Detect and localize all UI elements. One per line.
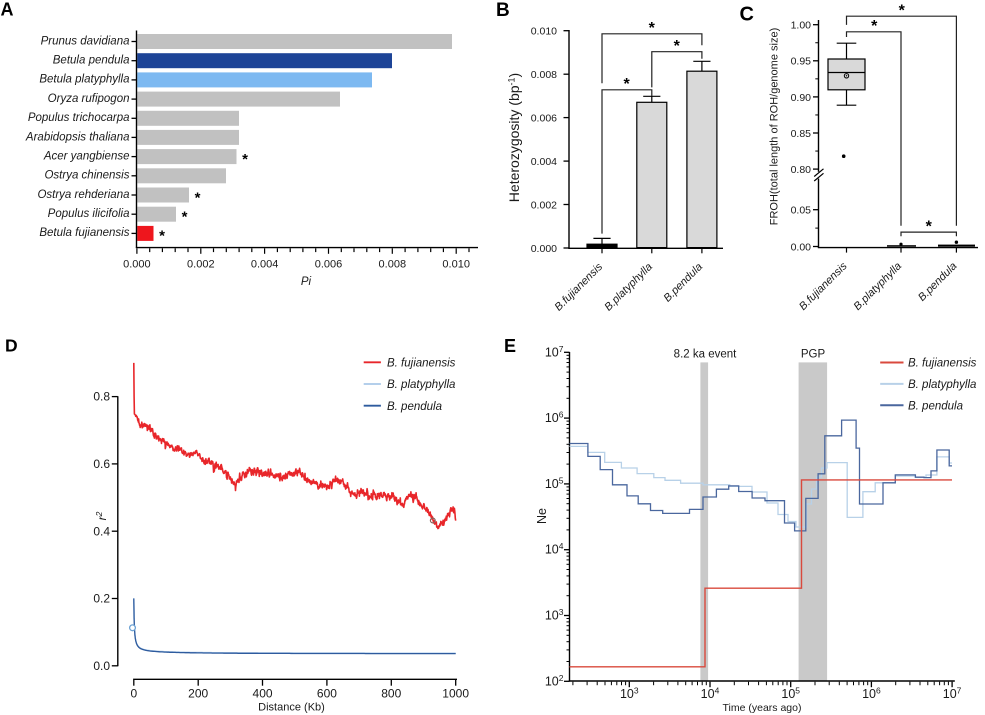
svg-text:0.80: 0.80 — [791, 164, 812, 176]
svg-text:0.008: 0.008 — [379, 259, 407, 271]
svg-text:0.90: 0.90 — [791, 92, 812, 104]
svg-text:FROH(total length of ROH/genom: FROH(total length of ROH/genome size) — [769, 28, 781, 225]
svg-text:B. platyphylla: B. platyphylla — [387, 379, 455, 391]
svg-text:Oryza rufipogon: Oryza rufipogon — [48, 93, 130, 105]
svg-text:*: * — [649, 20, 656, 37]
svg-text:B.platyphylla: B.platyphylla — [852, 260, 905, 313]
svg-text:*: * — [242, 151, 248, 168]
svg-text:B. fujianensis: B. fujianensis — [908, 358, 977, 370]
svg-text:104: 104 — [545, 541, 564, 557]
svg-text:103: 103 — [620, 686, 639, 702]
svg-text:B.fujianensis: B.fujianensis — [797, 260, 850, 313]
svg-text:*: * — [159, 228, 165, 245]
svg-text:104: 104 — [701, 686, 720, 702]
svg-text:800: 800 — [381, 687, 401, 701]
svg-text:0.010: 0.010 — [531, 26, 557, 38]
svg-text:B.pendula: B.pendula — [916, 260, 960, 304]
svg-text:600: 600 — [317, 687, 337, 701]
svg-text:0.000: 0.000 — [531, 243, 557, 255]
svg-text:A: A — [1, 0, 14, 20]
svg-text:Populus ilicifolia: Populus ilicifolia — [48, 208, 130, 220]
svg-text:Ne: Ne — [535, 508, 549, 524]
svg-text:B. platyphylla: B. platyphylla — [908, 379, 976, 391]
svg-text:Ostrya rehderiana: Ostrya rehderiana — [37, 189, 129, 201]
svg-text:*: * — [195, 189, 201, 206]
svg-text:Populus trichocarpa: Populus trichocarpa — [28, 112, 130, 124]
svg-text:0.006: 0.006 — [531, 113, 557, 125]
svg-text:106: 106 — [545, 410, 564, 426]
svg-text:0.05: 0.05 — [791, 205, 812, 217]
svg-text:*: * — [899, 2, 906, 19]
svg-text:0.006: 0.006 — [315, 259, 343, 271]
svg-text:Distance (Kb): Distance (Kb) — [258, 702, 325, 714]
svg-text:*: * — [674, 38, 681, 55]
svg-text:r2: r2 — [94, 511, 109, 520]
svg-text:Pi: Pi — [301, 276, 312, 288]
svg-text:Acer yangbiense: Acer yangbiense — [43, 150, 130, 162]
svg-text:0.85: 0.85 — [791, 128, 812, 140]
svg-text:0.4: 0.4 — [93, 524, 110, 538]
svg-text:0.8: 0.8 — [93, 390, 110, 404]
svg-text:1000: 1000 — [442, 687, 469, 701]
svg-text:0.002: 0.002 — [531, 199, 557, 211]
svg-text:Betula platyphylla: Betula platyphylla — [39, 74, 129, 86]
svg-text:B: B — [496, 0, 510, 21]
svg-text:0.004: 0.004 — [531, 156, 557, 168]
svg-text:0.6: 0.6 — [93, 457, 110, 471]
svg-text:105: 105 — [545, 475, 564, 491]
svg-text:200: 200 — [188, 687, 208, 701]
svg-text:106: 106 — [862, 686, 881, 702]
svg-text:Ostrya chinensis: Ostrya chinensis — [44, 170, 129, 182]
svg-text:105: 105 — [781, 686, 800, 702]
svg-text:PGP: PGP — [801, 349, 826, 361]
svg-text:107: 107 — [545, 344, 564, 360]
svg-text:8.2 ka event: 8.2 ka event — [674, 349, 737, 361]
svg-text:C: C — [740, 4, 754, 26]
svg-text:*: * — [926, 218, 933, 235]
svg-text:0.008: 0.008 — [531, 69, 557, 81]
svg-text:E: E — [504, 336, 516, 356]
svg-text:Prunus davidiana: Prunus davidiana — [41, 35, 130, 47]
svg-text:0.2: 0.2 — [93, 592, 110, 606]
svg-text:B. pendula: B. pendula — [908, 401, 963, 413]
svg-text:Betula pendula: Betula pendula — [53, 54, 130, 66]
svg-text:1.00: 1.00 — [791, 20, 812, 32]
svg-text:0.0: 0.0 — [93, 659, 110, 673]
svg-text:B. fujianensis: B. fujianensis — [387, 358, 456, 370]
svg-text:Heterozygosity (bp-1): Heterozygosity (bp-1) — [506, 73, 522, 202]
svg-text:*: * — [871, 18, 878, 35]
svg-text:0.00: 0.00 — [791, 241, 812, 253]
svg-text:400: 400 — [253, 687, 273, 701]
svg-text:0.010: 0.010 — [442, 259, 470, 271]
svg-text:B. pendula: B. pendula — [387, 401, 442, 413]
svg-text:*: * — [623, 76, 630, 93]
svg-text:B.platyphylla: B.platyphylla — [602, 261, 655, 314]
svg-text:0.95: 0.95 — [791, 56, 812, 68]
svg-text:D: D — [5, 336, 18, 356]
svg-text:B.fujianensis: B.fujianensis — [553, 261, 606, 314]
svg-text:0.002: 0.002 — [187, 259, 215, 271]
svg-text:0.004: 0.004 — [251, 259, 279, 271]
svg-text:103: 103 — [545, 607, 564, 623]
svg-text:102: 102 — [545, 673, 564, 689]
svg-text:Betula fujianensis: Betula fujianensis — [39, 227, 129, 239]
svg-text:107: 107 — [943, 686, 962, 702]
svg-text:*: * — [182, 209, 188, 226]
svg-text:Time (years ago): Time (years ago) — [723, 702, 802, 714]
svg-text:Arabidopsis thaliana: Arabidopsis thaliana — [25, 131, 130, 143]
svg-text:0: 0 — [130, 687, 137, 701]
svg-text:B.pendula: B.pendula — [662, 261, 706, 305]
svg-text:0.000: 0.000 — [123, 259, 151, 271]
